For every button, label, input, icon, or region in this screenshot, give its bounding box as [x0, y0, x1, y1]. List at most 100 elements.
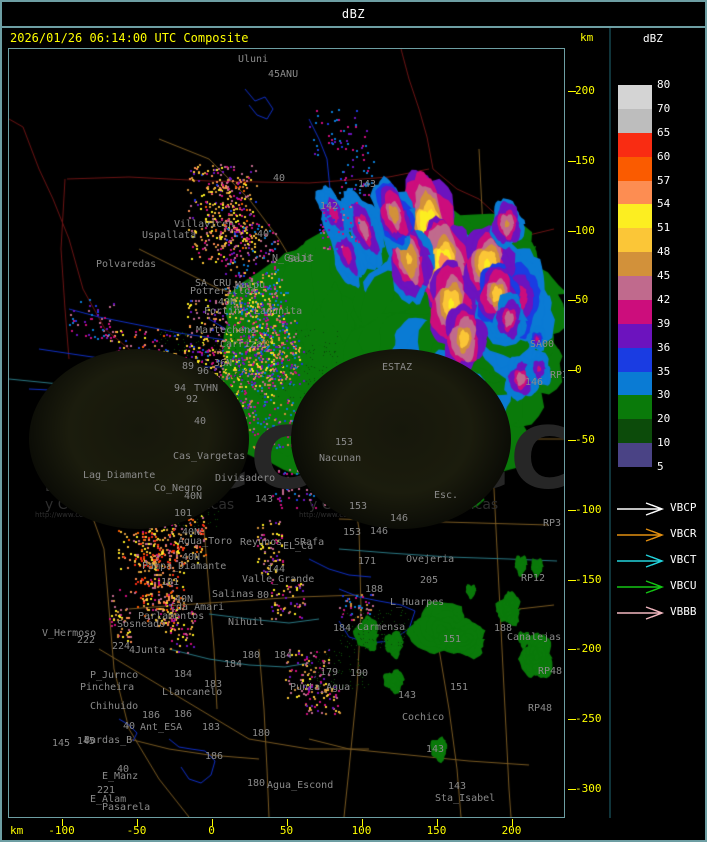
map-place-label: 153: [335, 437, 354, 448]
map-place-label: 153: [349, 501, 368, 512]
x-tick-label: 50: [279, 824, 294, 837]
x-tick-mark: [286, 819, 288, 826]
x-axis-unit-label: km: [10, 824, 24, 837]
legend-row: VBCT: [616, 549, 707, 575]
map-place-label: 186: [205, 751, 224, 762]
legend-row: VBCR: [616, 523, 707, 549]
dbz-colorbar[interactable]: [618, 85, 652, 467]
colorbar-tick-label: 35: [657, 364, 671, 378]
map-place-label: 40: [123, 721, 136, 732]
map-place-label: SRafa: [294, 537, 325, 548]
colorbar-swatch: [618, 204, 652, 229]
window-title: dBZ: [341, 7, 366, 21]
map-place-label: 40: [257, 229, 270, 240]
y-tick-label: -300: [575, 782, 602, 796]
colorbar-tick-label: 54: [657, 197, 671, 211]
map-place-label: 179: [320, 667, 339, 678]
y-tick-mark: [568, 230, 576, 232]
map-frame[interactable]: DACCDACCDireccion de Agriculturay Contin…: [8, 48, 565, 818]
map-place-label: Salinas: [212, 589, 255, 600]
map-place-label: Fortin: [204, 306, 241, 317]
map-place-label: 183: [204, 679, 223, 690]
colorbar-tick-label: 80: [657, 78, 671, 91]
map-place-label: Pasarela: [102, 802, 151, 813]
x-tick-label: 150: [426, 824, 447, 837]
map-place-label: 205: [420, 575, 439, 586]
header-strip: 2026/01/26 06:14:00 UTC Composite km dBZ: [2, 28, 705, 48]
colorbar-swatch: [618, 156, 652, 181]
map-place-label: 92: [186, 394, 199, 405]
colorbar-tick-label: 20: [657, 412, 671, 426]
colorbar-swatch: [618, 252, 652, 276]
map-place-label: 171: [358, 556, 377, 567]
arrow-icon: [616, 605, 664, 620]
colorbar-tick-label: 65: [657, 125, 671, 139]
map-place-label: Maipu: [235, 280, 266, 291]
arrow-icon: [616, 527, 664, 542]
x-tick-mark: [61, 819, 63, 826]
y-tick-label: 150: [575, 153, 595, 167]
map-place-label: 144: [267, 564, 286, 575]
map-place-label: Martechena: [196, 325, 257, 336]
map-place-label: 40N: [184, 491, 203, 502]
map-place-label: SA00: [530, 339, 555, 350]
map-place-label: E_Alam: [90, 794, 127, 805]
y-tick-mark: [568, 789, 576, 791]
legend-label: VBCP: [670, 501, 697, 514]
map-place-label: RP48: [538, 666, 563, 677]
map-place-label: 184: [274, 650, 293, 661]
map-place-label: Cochico: [402, 712, 445, 723]
map-place-label: RP12: [521, 573, 546, 584]
map-place-label: Polvaredas: [96, 259, 157, 270]
legend-label: VBCU: [670, 579, 697, 592]
map-place-label: Nacunan: [319, 453, 362, 464]
map-place-label: Lag_Diamante: [83, 470, 156, 481]
map-place-label: Punta_Agua: [290, 682, 351, 693]
map-place-label: 143: [426, 744, 445, 755]
map-place-label: Cda_Amari: [170, 602, 225, 613]
x-tick-mark: [361, 819, 363, 826]
map-place-label: E_Manz: [102, 771, 139, 782]
map-place-label: Co_Negro: [154, 483, 203, 494]
y-tick-mark: [568, 90, 576, 92]
y-tick-label: -100: [575, 502, 602, 516]
map-place-label: Cas_Vargetas: [173, 451, 246, 462]
colorbar-swatch: [618, 299, 652, 324]
map-place-label: 180: [242, 650, 261, 661]
map-place-label: 36N: [214, 358, 233, 369]
colorbar-swatch: [618, 323, 652, 348]
y-tick-label: 200: [575, 83, 595, 97]
y-tick-mark: [568, 370, 576, 372]
map-place-label: TVHN: [194, 383, 219, 394]
x-tick-mark: [211, 819, 213, 826]
y-tick-label: 100: [575, 223, 595, 237]
map-place-label: 145: [52, 738, 71, 749]
map-place-label: RP48: [528, 703, 553, 714]
map-place-label: Ovejeria: [406, 554, 455, 565]
y-tick-mark: [568, 649, 576, 651]
map-place-label: 183: [202, 722, 221, 733]
x-tick-label: 100: [351, 824, 372, 837]
colorbar-tick-label: 70: [657, 101, 671, 115]
vector-arrow-legend: VBCP VBCR VBCT VBCU VBBB: [616, 497, 707, 627]
map-place-label: Agua_Escond: [267, 780, 334, 791]
map-place-label: 142: [320, 201, 339, 212]
map-place-label: 146: [370, 526, 389, 537]
y-tick-label: 50: [575, 293, 589, 307]
map-place-label: 184: [333, 623, 352, 634]
window-title-bar: dBZ: [2, 2, 705, 28]
map-place-label: N_Galit: [272, 253, 315, 264]
x-tick-mark: [136, 819, 138, 826]
map-place-label: 80: [257, 590, 270, 601]
colorbar-tick-label: 30: [657, 388, 671, 402]
map-place-label: 188: [494, 623, 513, 634]
y-tick-label: -150: [575, 572, 602, 586]
map-place-label: EL_Ca: [283, 541, 314, 552]
colorbar-swatch: [618, 180, 652, 205]
map-place-label: 101: [174, 508, 193, 519]
map-place-label: 143: [358, 179, 377, 190]
colorbar-tick-label: 60: [657, 149, 671, 163]
colorbar-swatch: [618, 395, 652, 420]
colorbar-swatch: [618, 228, 652, 253]
x-tick-label: -50: [126, 824, 147, 837]
